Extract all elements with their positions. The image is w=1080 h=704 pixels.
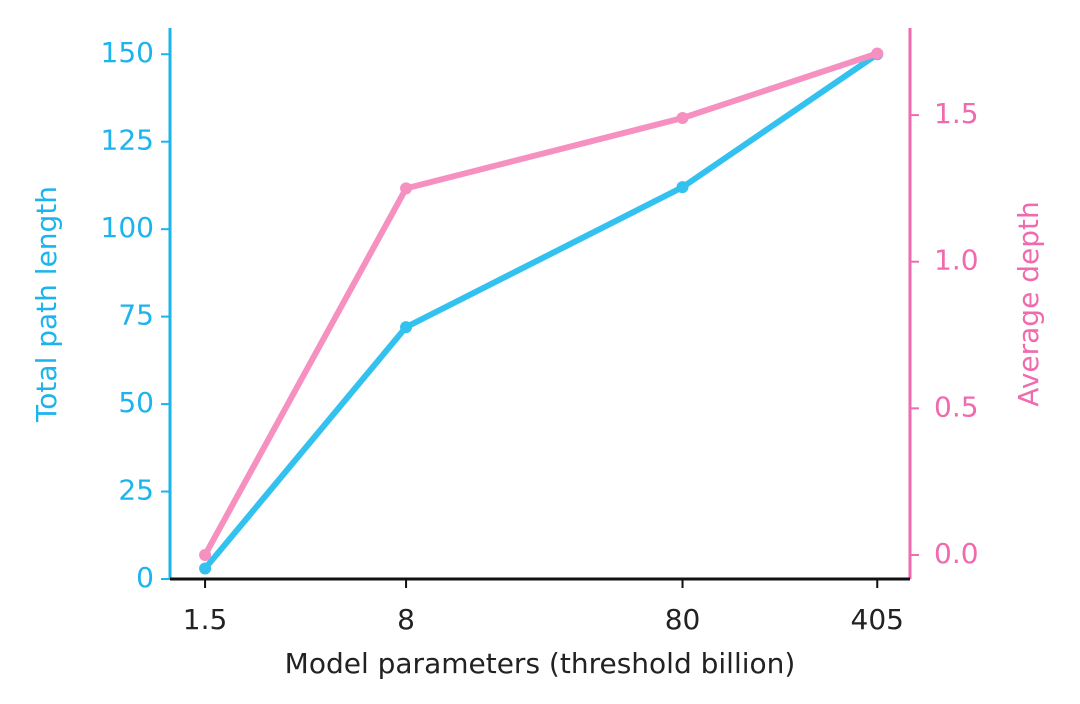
y-tick-label: 50 [118, 386, 154, 419]
y2-tick-label: 0.0 [934, 537, 979, 570]
series-point [199, 562, 212, 575]
y-tick-label: 75 [118, 299, 154, 332]
y-tick-label: 25 [118, 474, 154, 507]
y-tick-label: 0 [136, 561, 154, 594]
y2-axis-label: Average depth [1012, 201, 1045, 406]
y2-tick-label: 1.0 [934, 244, 979, 277]
y-tick-label: 150 [101, 36, 154, 69]
series-point [199, 548, 212, 561]
x-tick-label: 80 [665, 603, 701, 636]
x-axis-label: Model parameters (threshold billion) [285, 647, 796, 680]
x-tick-label: 405 [851, 603, 904, 636]
y-tick-label: 125 [101, 124, 154, 157]
series-line [202, 50, 879, 557]
x-tick-label: 8 [397, 603, 415, 636]
y2-tick-label: 1.5 [934, 97, 979, 130]
y2-tick-label: 0.5 [934, 390, 979, 423]
series-point [676, 181, 689, 194]
y-tick-label: 100 [101, 211, 154, 244]
x-tick-label: 1.5 [183, 603, 228, 636]
series-line [202, 51, 879, 571]
series-point [676, 112, 689, 125]
series-point [400, 321, 413, 334]
series-point [400, 182, 413, 195]
y-axis-label: Total path length [30, 186, 63, 423]
series-point [871, 47, 884, 60]
